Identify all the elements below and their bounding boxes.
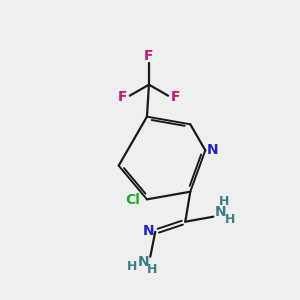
- Text: F: F: [170, 90, 180, 104]
- Text: H: H: [225, 213, 236, 226]
- Text: H: H: [219, 195, 230, 208]
- Text: H: H: [147, 263, 158, 276]
- Text: N: N: [206, 143, 218, 158]
- Text: N: N: [214, 205, 226, 219]
- Text: Cl: Cl: [125, 193, 140, 207]
- Text: N: N: [142, 224, 154, 238]
- Text: N: N: [137, 255, 149, 269]
- Text: H: H: [127, 260, 137, 273]
- Text: F: F: [118, 90, 128, 104]
- Text: F: F: [144, 49, 154, 63]
